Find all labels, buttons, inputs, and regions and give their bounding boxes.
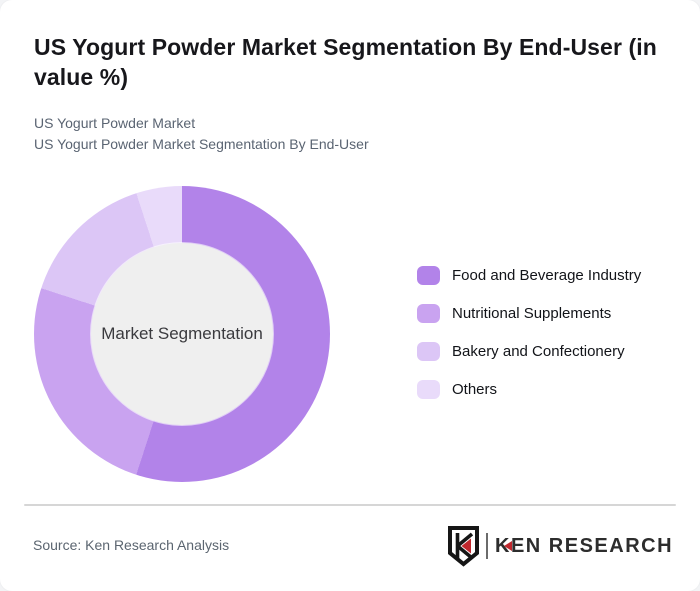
legend-swatch	[417, 341, 440, 361]
red-triangle-icon	[504, 540, 512, 551]
legend-label: Others	[452, 380, 498, 398]
chart-subtitles: US Yogurt Powder Market US Yogurt Powder…	[34, 113, 369, 155]
donut-center-label: Market Segmentation	[101, 324, 263, 343]
legend-swatch	[417, 303, 440, 323]
logo-separator	[486, 533, 488, 559]
legend-label: Food and Beverage Industry	[452, 266, 642, 284]
subtitle-line-1: US Yogurt Powder Market	[34, 115, 196, 131]
page-title: US Yogurt Powder Market Segmentation By …	[34, 34, 657, 90]
ken-research-logo: KEN RESEARCH	[447, 523, 673, 569]
wordmark-text: KEN RESEARCH	[495, 534, 674, 557]
footer-divider	[24, 504, 676, 506]
legend-item-bakery-and-confectionery: Bakery and Confectionery	[417, 341, 641, 361]
donut-hole: Market Segmentation	[91, 243, 273, 425]
legend-item-others: Others	[417, 379, 641, 399]
legend-item-nutritional-supplements: Nutritional Supplements	[417, 303, 641, 323]
subtitle-line-2: US Yogurt Powder Market Segmentation By …	[34, 136, 369, 152]
legend-swatch	[417, 379, 440, 399]
legend-label: Bakery and Confectionery	[452, 342, 625, 360]
legend-item-food-and-beverage: Food and Beverage Industry	[417, 265, 641, 285]
ken-research-shield-icon	[448, 526, 479, 567]
source-text: Source: Ken Research Analysis	[33, 537, 230, 553]
legend-swatch	[417, 265, 440, 285]
legend-label: Nutritional Supplements	[452, 304, 612, 322]
donut-chart: Market Segmentation	[34, 186, 330, 482]
chart-legend: Food and Beverage Industry Nutritional S…	[417, 265, 641, 417]
ken-research-wordmark: KEN RESEARCH	[495, 535, 673, 558]
